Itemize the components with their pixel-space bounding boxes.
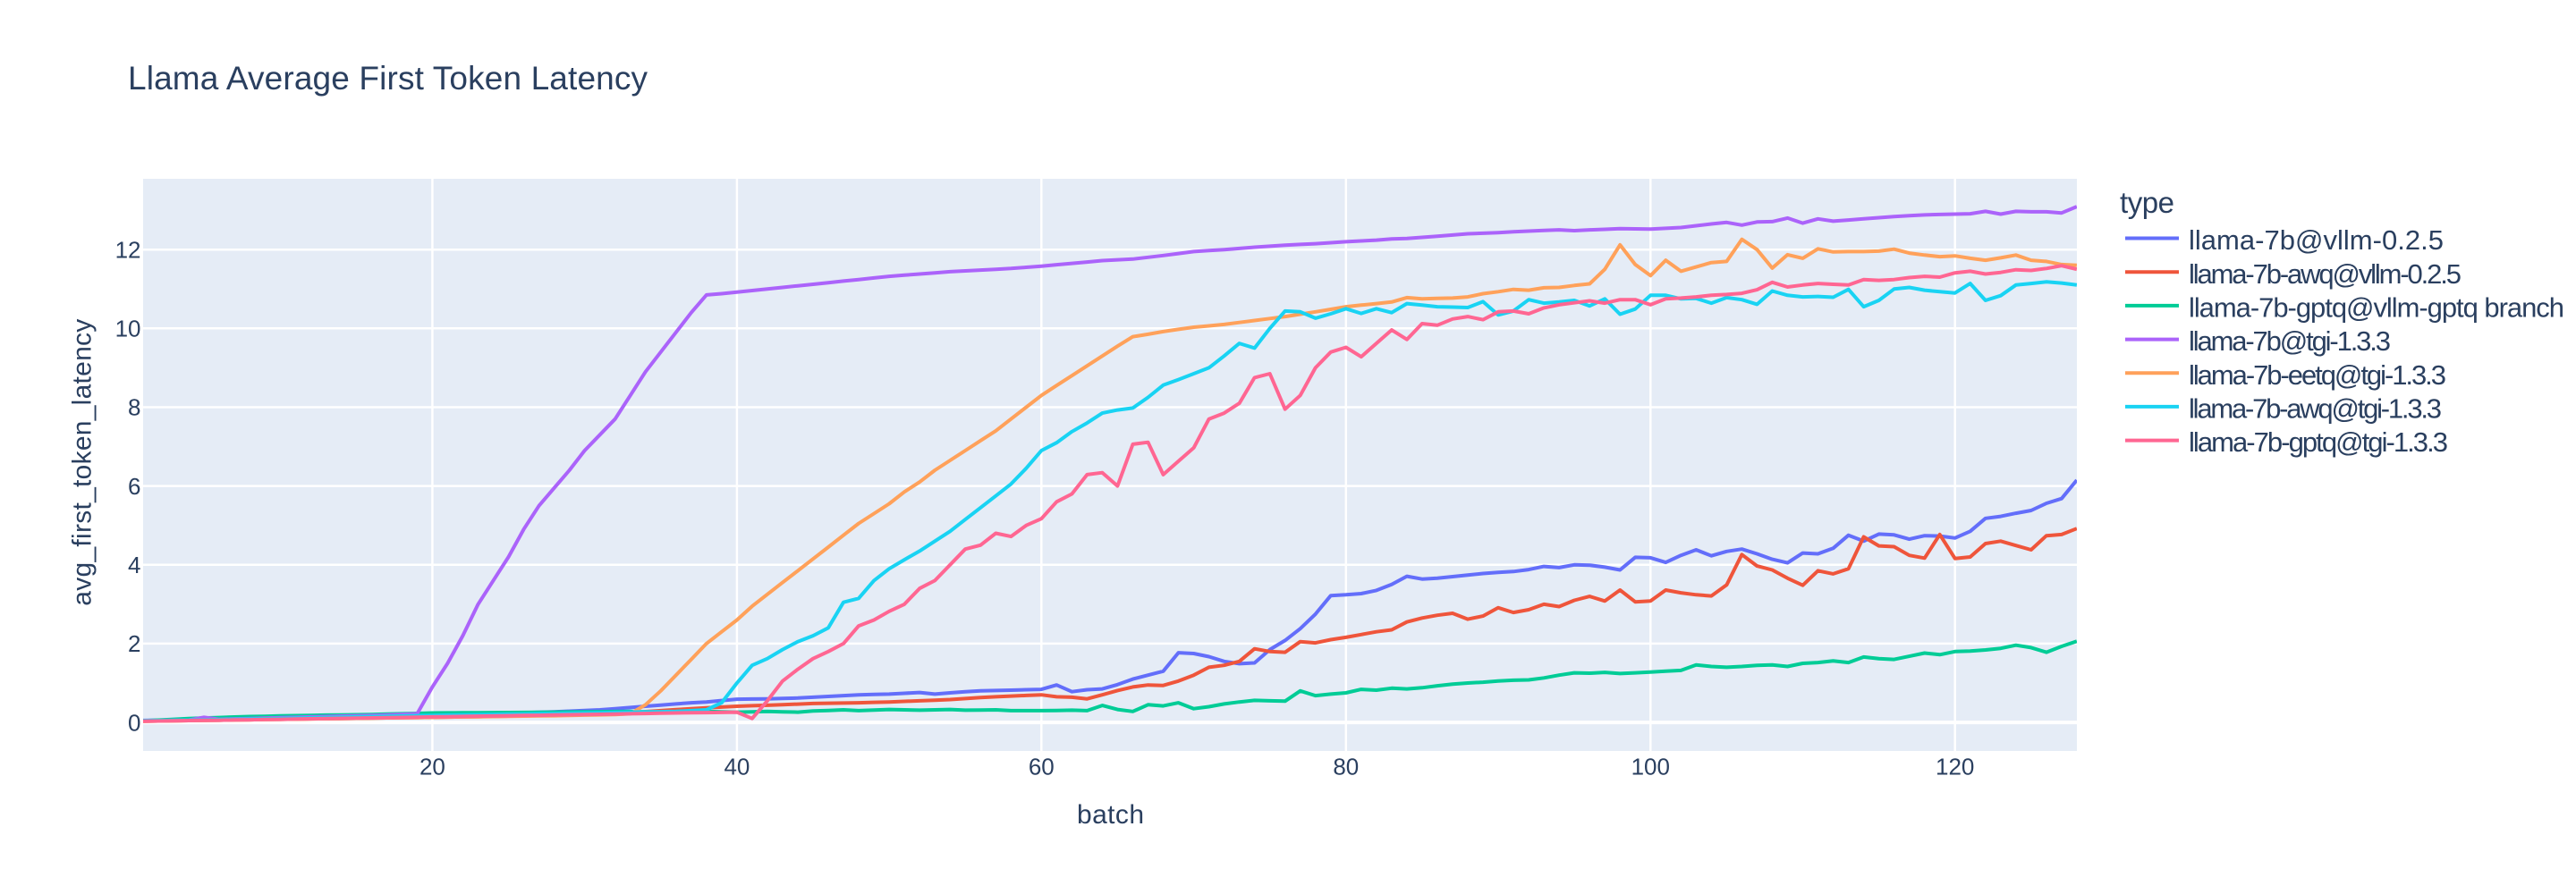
svg-text:avg_first_token_latency: avg_first_token_latency: [68, 319, 97, 606]
svg-text:llama-7b-gptq@tgi-1.3.3: llama-7b-gptq@tgi-1.3.3: [2189, 426, 2448, 458]
svg-text:type: type: [2120, 186, 2174, 219]
svg-text:llama-7b-awq@tgi-1.3.3: llama-7b-awq@tgi-1.3.3: [2189, 393, 2442, 425]
svg-text:120: 120: [1936, 753, 1974, 780]
svg-text:4: 4: [128, 552, 140, 578]
svg-text:20: 20: [419, 753, 445, 780]
svg-text:80: 80: [1333, 753, 1359, 780]
svg-text:2: 2: [128, 630, 140, 657]
svg-text:batch: batch: [1077, 800, 1144, 830]
svg-text:llama-7b-eetq@tgi-1.3.3: llama-7b-eetq@tgi-1.3.3: [2189, 359, 2446, 391]
svg-text:6: 6: [128, 473, 140, 500]
svg-text:llama-7b-gptq@vllm-gptq branch: llama-7b-gptq@vllm-gptq branch: [2189, 292, 2564, 324]
svg-text:10: 10: [115, 316, 141, 342]
svg-text:0: 0: [128, 709, 140, 736]
svg-text:40: 40: [724, 753, 750, 780]
svg-text:100: 100: [1631, 753, 1670, 780]
svg-text:llama-7b-awq@vllm-0.2.5: llama-7b-awq@vllm-0.2.5: [2189, 258, 2462, 290]
svg-text:60: 60: [1029, 753, 1055, 780]
svg-text:8: 8: [128, 394, 140, 421]
svg-text:llama-7b@tgi-1.3.3: llama-7b@tgi-1.3.3: [2189, 325, 2391, 357]
svg-text:Llama Average First Token Late: Llama Average First Token Latency: [128, 60, 648, 97]
svg-text:llama-7b@vllm-0.2.5: llama-7b@vllm-0.2.5: [2189, 224, 2444, 256]
svg-text:12: 12: [115, 236, 141, 263]
